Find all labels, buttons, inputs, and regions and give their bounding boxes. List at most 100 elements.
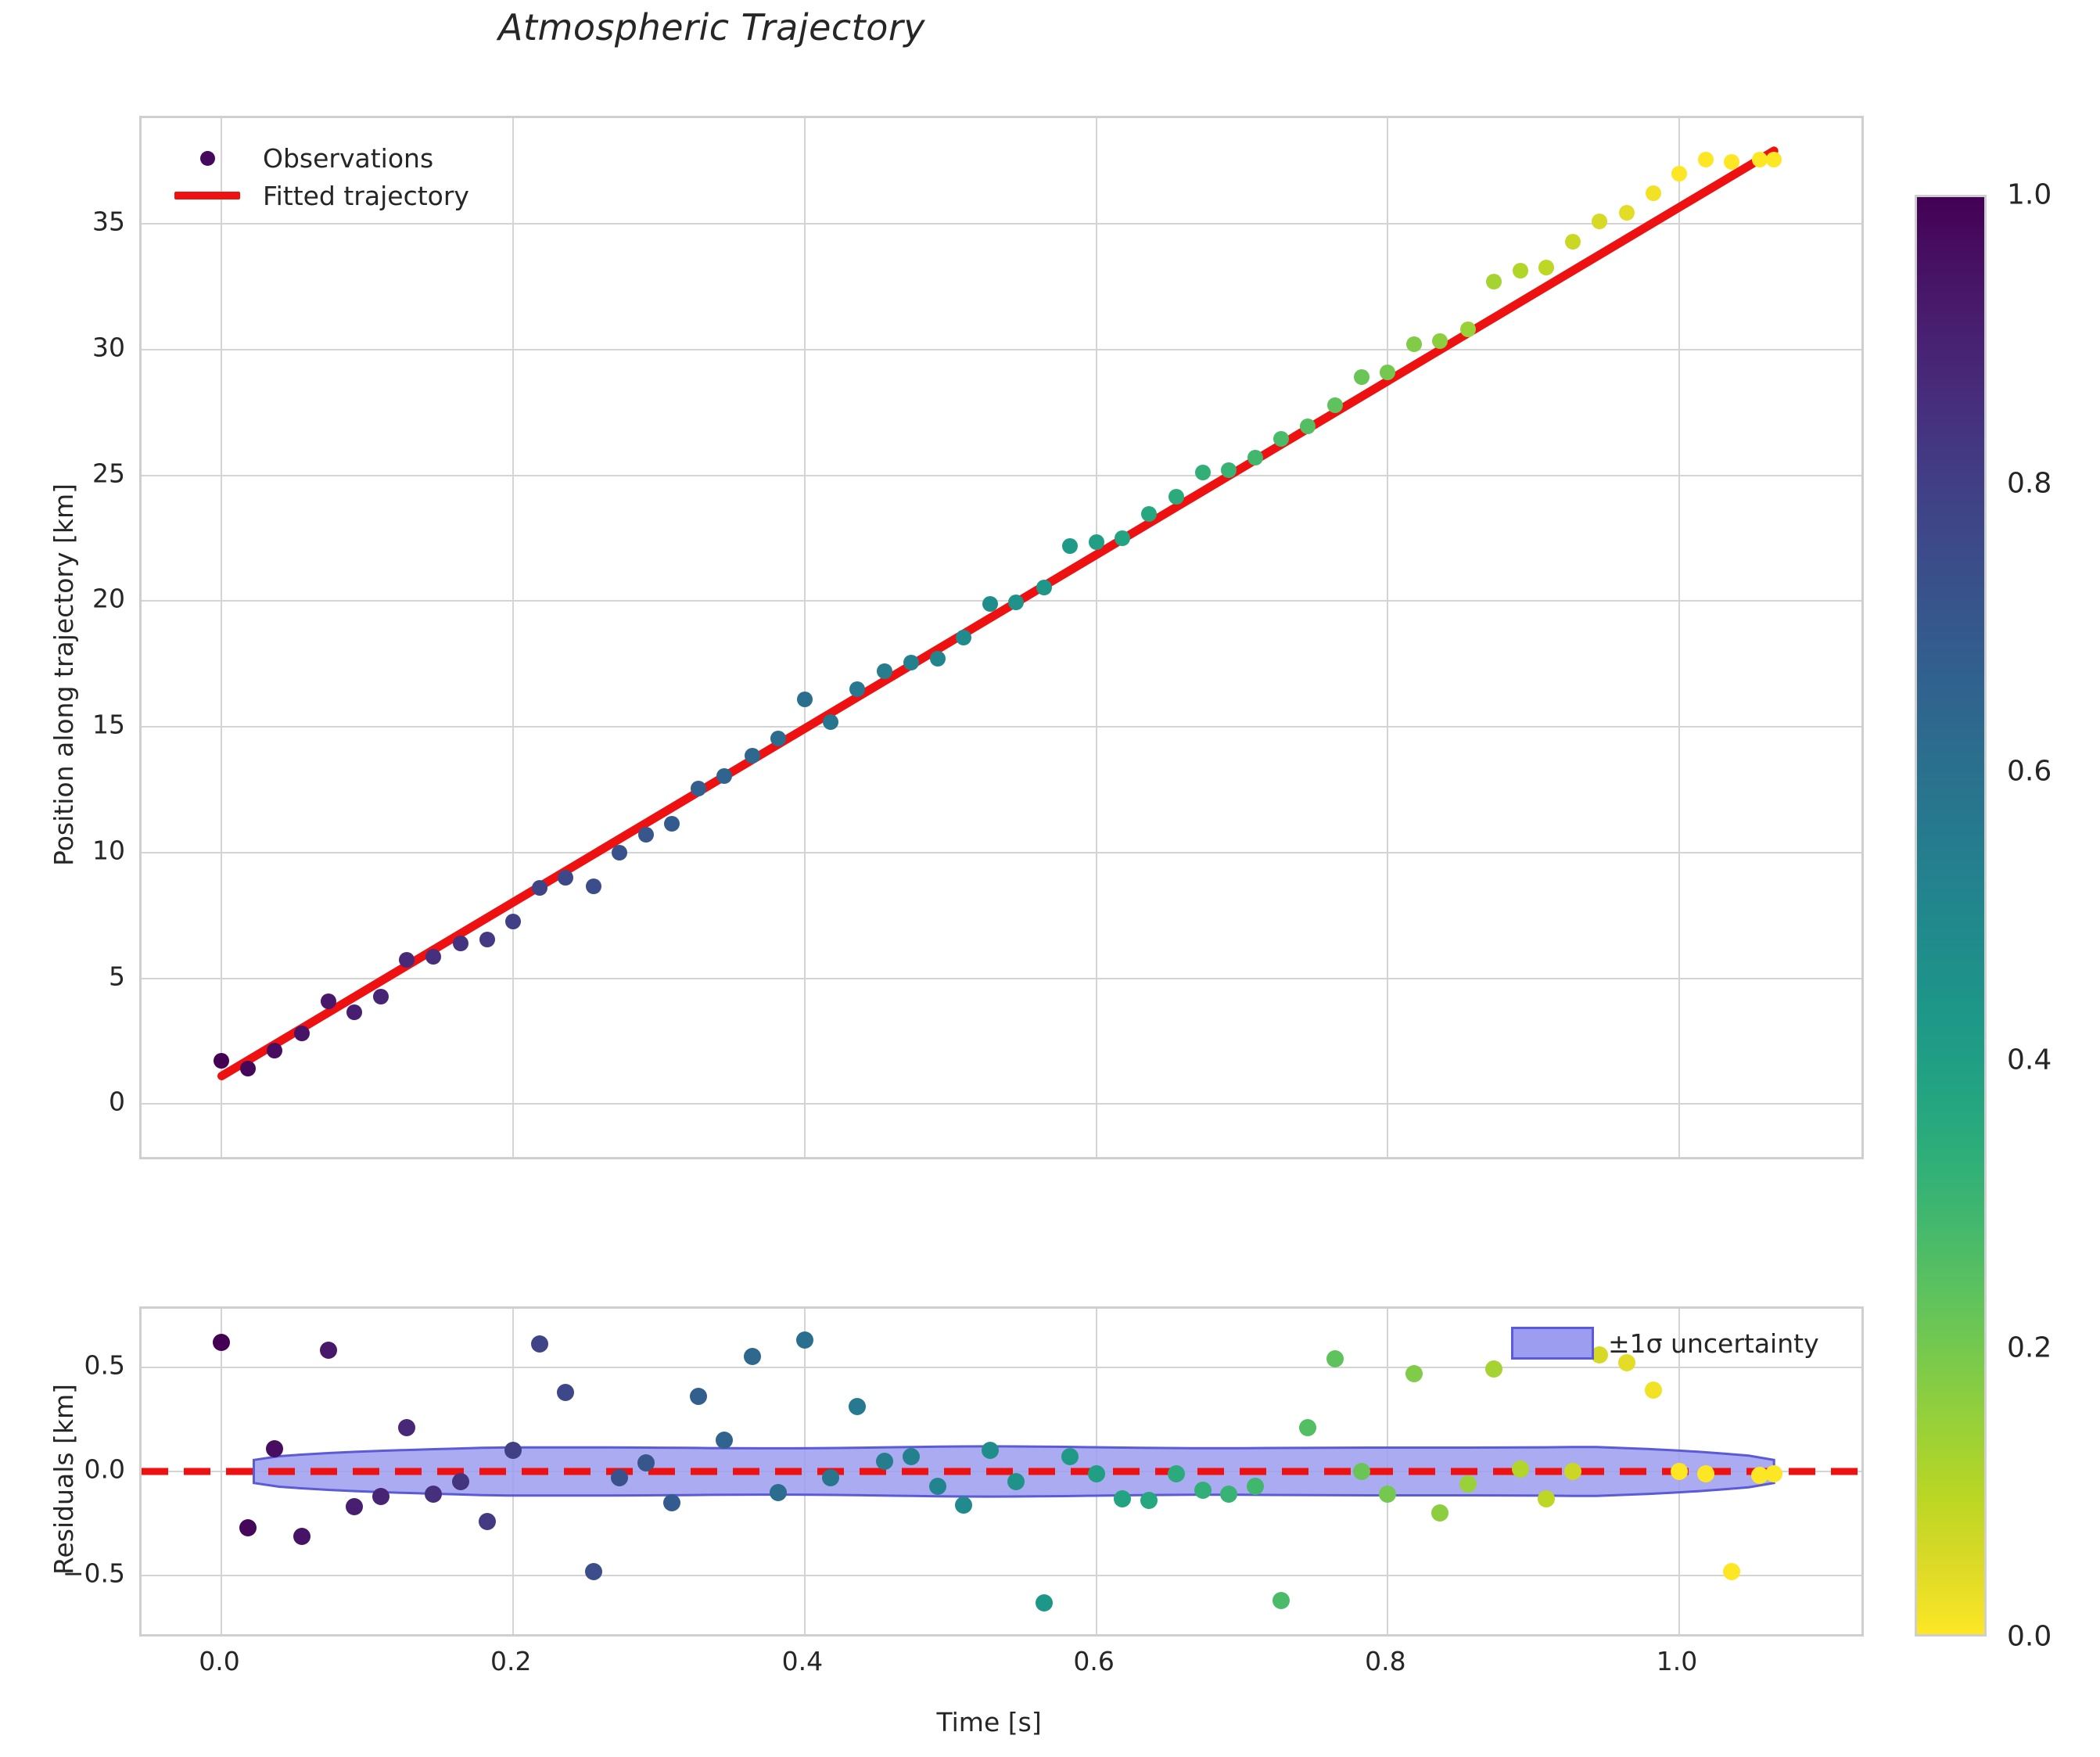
data-point xyxy=(1141,506,1157,522)
data-point xyxy=(611,1469,628,1486)
data-point xyxy=(1140,1492,1158,1509)
data-point xyxy=(1697,1465,1714,1482)
data-point xyxy=(1538,1490,1555,1507)
main-y-tick-label: 35 xyxy=(22,207,125,237)
data-point xyxy=(213,1334,230,1351)
data-point xyxy=(266,1440,283,1457)
data-point xyxy=(214,1053,229,1069)
colorbar-tick-label: 0.2 xyxy=(2007,1332,2052,1364)
data-point xyxy=(930,651,946,667)
data-point xyxy=(586,878,601,894)
data-point xyxy=(664,816,680,832)
data-point xyxy=(1646,185,1661,201)
colorbar-tick-label: 0.6 xyxy=(2007,756,2052,788)
data-point xyxy=(1645,1382,1662,1399)
data-point xyxy=(1115,530,1130,546)
data-point xyxy=(1486,274,1502,289)
data-point xyxy=(1273,1592,1290,1609)
colorbar-tick-label: 1.0 xyxy=(2007,179,2052,211)
data-point xyxy=(1485,1360,1502,1378)
data-point xyxy=(744,1348,761,1365)
data-point xyxy=(505,914,521,929)
data-point xyxy=(1619,205,1635,221)
data-point xyxy=(1564,1463,1581,1480)
legend-label-observations: Observations xyxy=(263,143,433,174)
data-point xyxy=(1061,1448,1079,1465)
data-point xyxy=(691,781,706,796)
data-point xyxy=(770,731,786,746)
data-point xyxy=(1766,152,1782,167)
data-point xyxy=(1089,534,1104,550)
data-point xyxy=(1723,1563,1740,1580)
data-point xyxy=(1008,595,1024,610)
data-point xyxy=(1088,1465,1105,1482)
data-point xyxy=(1432,333,1448,349)
residual-x-axis-label: Time [s] xyxy=(937,1707,1042,1737)
data-point xyxy=(372,1488,389,1505)
data-point xyxy=(399,952,415,968)
residual-x-tick-label: 0.2 xyxy=(490,1646,531,1676)
data-point xyxy=(690,1388,707,1405)
data-point xyxy=(294,1026,310,1041)
residual-legend: ±1σ uncertainty xyxy=(1509,1324,1819,1362)
residual-x-tick-label: 0.6 xyxy=(1073,1646,1114,1676)
figure-canvas: Atmospheric Trajectory Position along tr… xyxy=(0,0,2100,1757)
data-point xyxy=(558,870,573,886)
data-point xyxy=(346,1004,362,1020)
residual-y-tick-label: 0.0 xyxy=(6,1454,125,1485)
legend-label-fit: Fitted trajectory xyxy=(263,181,469,211)
data-point xyxy=(1036,580,1052,595)
data-point xyxy=(239,1519,257,1536)
filled-band-icon xyxy=(1509,1327,1596,1360)
legend-entry-fit: Fitted trajectory xyxy=(164,177,469,214)
data-point xyxy=(903,655,919,670)
data-point xyxy=(955,1497,972,1514)
data-point xyxy=(716,1432,733,1449)
data-point xyxy=(877,663,892,679)
data-point xyxy=(267,1043,282,1058)
legend-entry-observations: Observations xyxy=(164,139,469,177)
data-point xyxy=(612,845,627,861)
legend-entry-uncertainty: ±1σ uncertainty xyxy=(1509,1324,1819,1362)
data-point xyxy=(557,1384,574,1401)
data-point xyxy=(822,1469,839,1486)
data-point xyxy=(745,748,760,764)
data-point xyxy=(1353,1463,1370,1480)
data-point xyxy=(1247,450,1263,465)
data-point xyxy=(425,1486,442,1503)
data-point xyxy=(1220,1486,1237,1503)
figure-title: Atmospheric Trajectory xyxy=(0,6,1423,49)
data-point xyxy=(320,1342,337,1359)
colorbar-tick-label: 0.0 xyxy=(2007,1621,2052,1653)
data-point xyxy=(1671,1463,1688,1480)
data-point xyxy=(1538,260,1554,275)
main-y-tick-label: 5 xyxy=(22,961,125,991)
data-point xyxy=(823,714,838,730)
data-point xyxy=(1300,419,1316,434)
legend-label-uncertainty: ±1σ uncertainty xyxy=(1608,1328,1819,1359)
data-point xyxy=(796,1331,813,1349)
data-point xyxy=(770,1484,787,1501)
colorbar-tick-label: 0.4 xyxy=(2007,1044,2052,1076)
residual-y-tick-label: 0.5 xyxy=(6,1349,125,1380)
data-point xyxy=(1405,1365,1423,1382)
data-point xyxy=(1247,1478,1264,1495)
data-point xyxy=(1194,1482,1212,1499)
data-point xyxy=(293,1528,311,1545)
scatter-dot-icon xyxy=(164,151,250,166)
data-point xyxy=(638,827,654,843)
data-point xyxy=(452,1473,469,1490)
data-point xyxy=(504,1442,522,1459)
data-point xyxy=(716,768,732,784)
data-point xyxy=(1273,431,1289,447)
main-y-tick-label: 30 xyxy=(22,332,125,362)
data-point xyxy=(1299,1419,1316,1436)
data-point xyxy=(532,880,547,896)
solid-line-icon xyxy=(164,192,250,199)
data-point xyxy=(982,1442,999,1459)
data-point xyxy=(1195,465,1211,480)
data-point xyxy=(1114,1490,1131,1507)
data-point xyxy=(479,932,495,947)
data-point xyxy=(1459,1475,1477,1493)
data-point xyxy=(1168,489,1184,505)
